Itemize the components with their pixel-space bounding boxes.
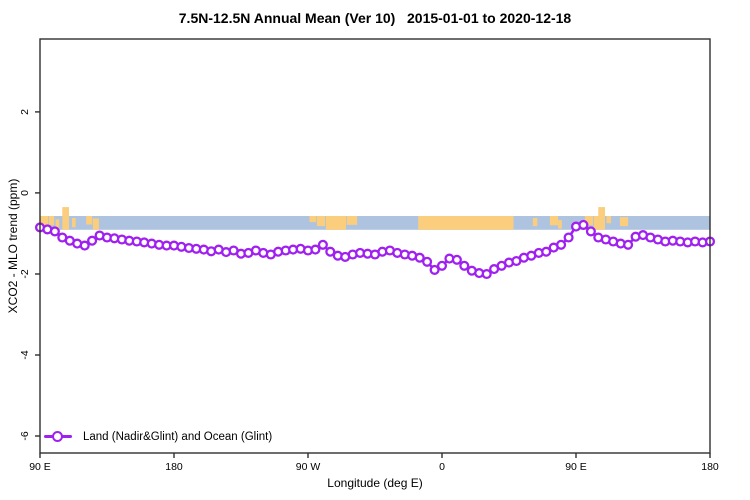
legend-label: Land (Nadir&Glint) and Ocean (Glint) (83, 430, 273, 443)
svg-text:-6: -6 (19, 431, 31, 440)
svg-text:2: 2 (19, 109, 31, 115)
x-axis-title: Longitude (deg E) (327, 476, 423, 490)
svg-text:-4: -4 (19, 350, 31, 359)
svg-text:90 E: 90 E (29, 461, 51, 473)
svg-text:0: 0 (19, 190, 31, 196)
legend-series-marker-icon (44, 429, 72, 444)
svg-text:180: 180 (701, 461, 719, 473)
chart-title: 7.5N-12.5N Annual Mean (Ver 10) 2015-01-… (178, 10, 572, 26)
legend-circle-icon (52, 430, 63, 442)
svg-text:180: 180 (165, 461, 183, 473)
svg-text:90 W: 90 W (296, 461, 321, 473)
svg-text:90 E: 90 E (565, 461, 587, 473)
svg-text:0: 0 (439, 461, 445, 473)
svg-text:-2: -2 (19, 269, 31, 278)
legend: Land (Nadir&Glint) and Ocean (Glint) (44, 429, 272, 444)
